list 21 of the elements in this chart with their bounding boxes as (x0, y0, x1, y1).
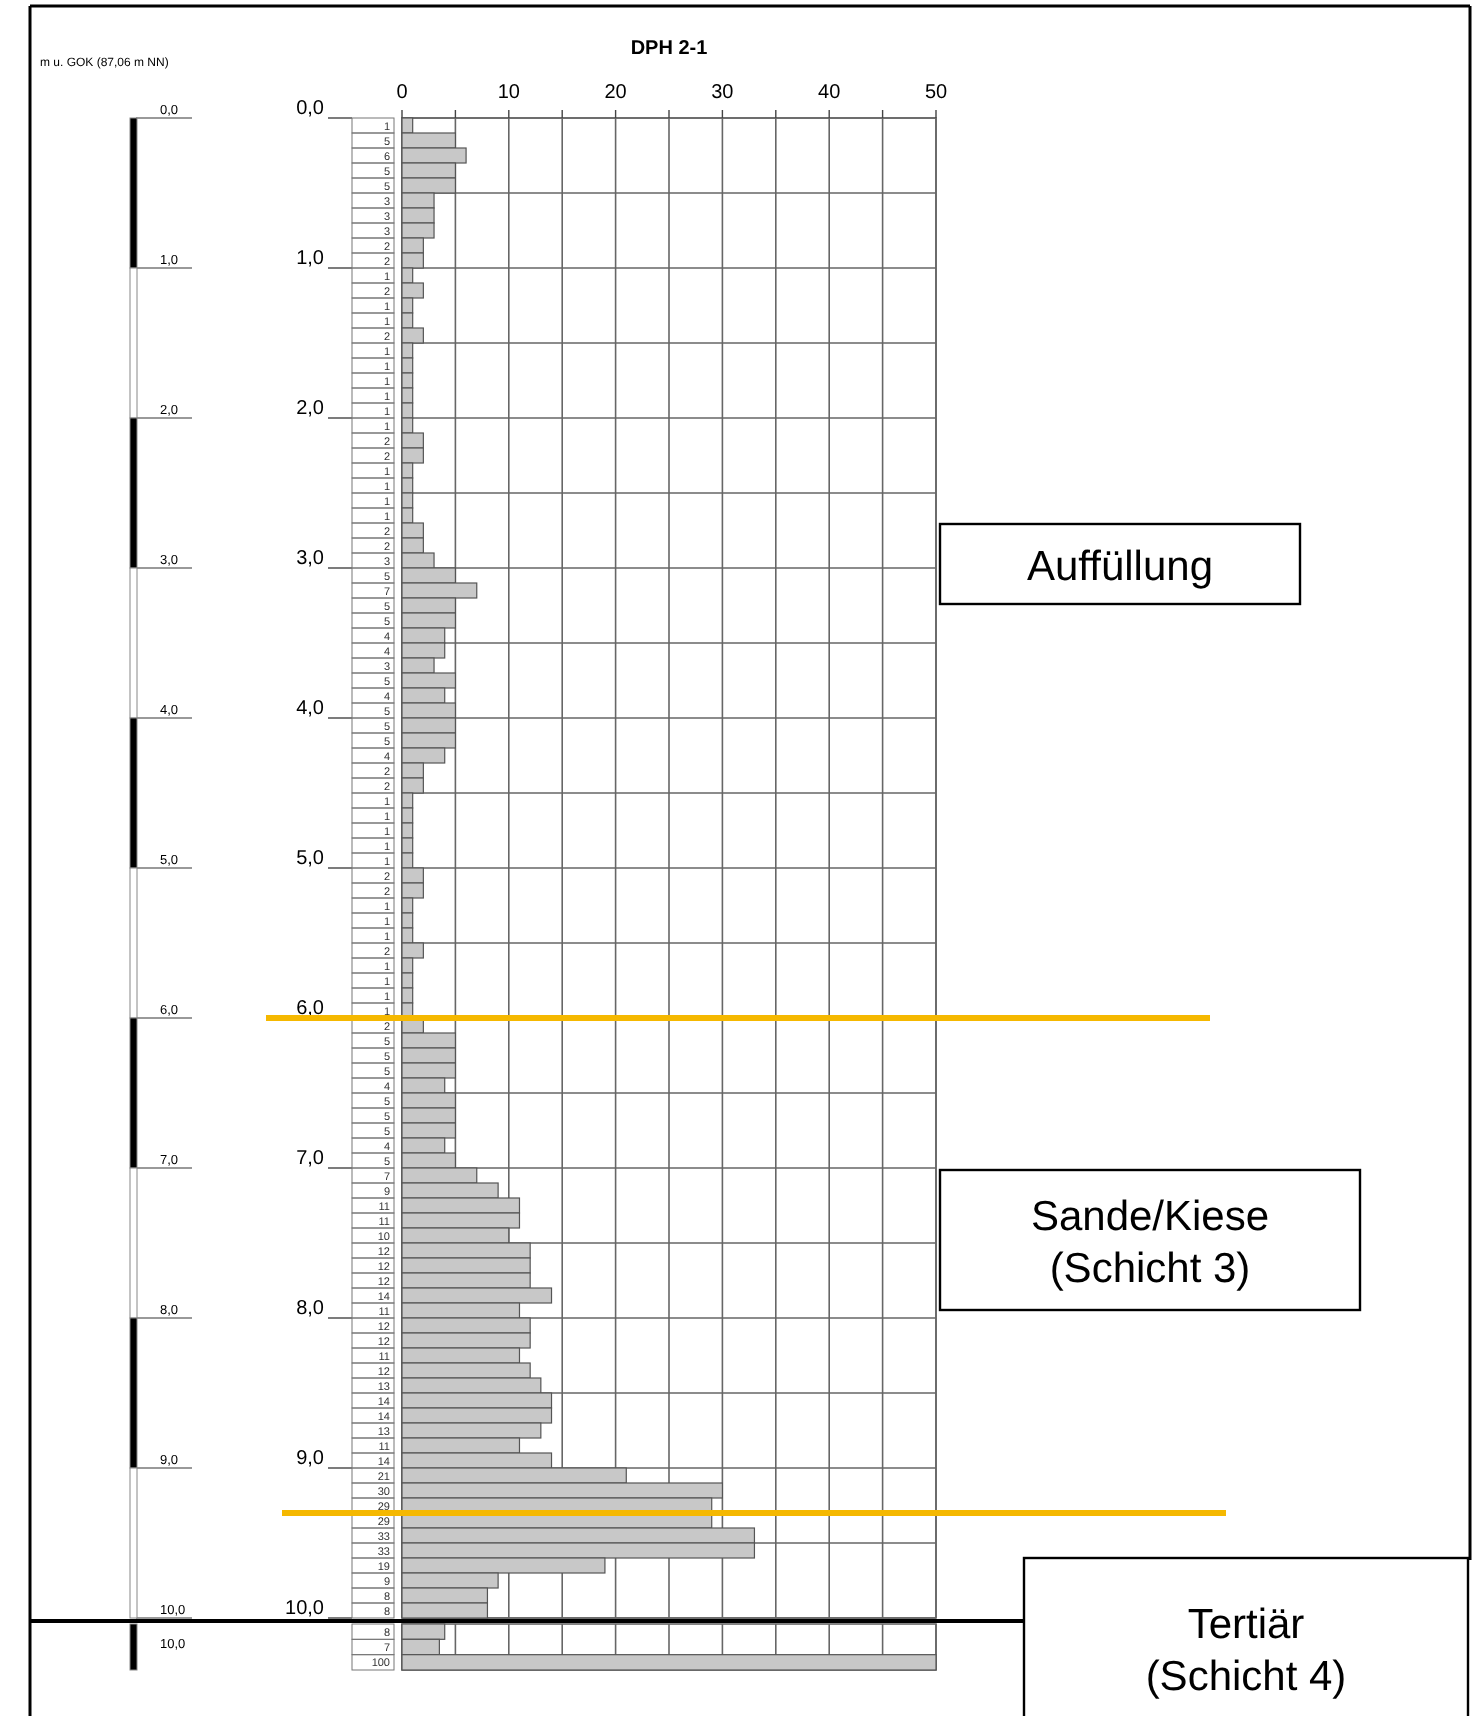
y-tick-label: 3,0 (296, 548, 325, 570)
x-tick-label: 0 (396, 82, 409, 104)
y-tick-label: 6,0 (296, 998, 325, 1020)
chart-title: DPH 2-1 (630, 38, 709, 60)
y-tick-label: 2,0 (296, 398, 325, 420)
x-tick-label: 20 (604, 82, 628, 104)
y-tick-label: 10,0 (285, 1598, 325, 1620)
x-tick-label: 50 (924, 82, 948, 104)
text: Tertiär (Schicht 4) (1145, 1602, 1347, 1700)
x-tick-label: 30 (711, 82, 735, 104)
x-tick-label: 40 (818, 82, 842, 104)
x-tick-label: 10 (497, 82, 521, 104)
y-tick-label: 0,0 (296, 98, 325, 120)
y-tick-label: 8,0 (296, 1298, 325, 1320)
text: Sande/Kiese (Schicht 3) (1030, 1194, 1270, 1292)
y-tick-label: 1,0 (296, 248, 325, 270)
y-tick-label: 4,0 (296, 698, 325, 720)
y-tick-label: 7,0 (296, 1148, 325, 1170)
text: Auffüllung (1026, 544, 1214, 590)
y-tick-label: 5,0 (296, 848, 325, 870)
y-tick-label: 9,0 (296, 1448, 325, 1470)
